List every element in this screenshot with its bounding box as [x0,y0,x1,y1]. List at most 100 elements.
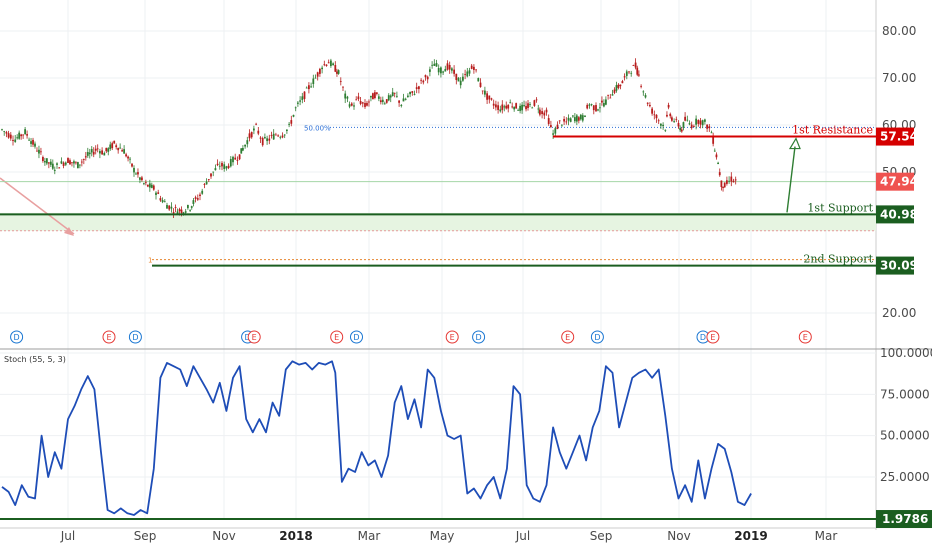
osc-tick-label: 100.0000 [880,346,932,360]
earnings-event-label: E [252,333,257,342]
candle [146,184,149,188]
candle [573,113,576,124]
candle-body [529,104,531,106]
candle [517,108,520,111]
candle [732,178,735,183]
candle [77,161,79,169]
candle [135,172,137,175]
candle [537,104,540,114]
candle-body [595,105,597,112]
candle [78,164,81,169]
candle-body [279,136,282,138]
candle [402,93,405,102]
candle-body [690,124,693,129]
candle [248,129,251,142]
candle [713,148,716,152]
candle-body [381,99,384,103]
candle-body [464,74,466,75]
candle [255,122,257,126]
earnings-event-label: E [106,333,111,342]
candle [20,133,23,140]
candle-body [640,85,642,87]
candle-body [547,118,550,124]
candle-body [115,145,118,148]
candle [150,182,153,189]
candle-body [216,163,219,166]
candle [129,156,131,164]
candle-body [734,179,737,181]
candle [143,182,145,186]
candle-body [353,105,355,107]
candle [565,117,568,125]
candle-body [473,66,475,70]
price-tick-label: 80.00 [882,24,916,38]
candle [308,82,310,94]
candle [527,100,529,111]
candle-body [680,129,683,132]
candle [621,79,624,84]
candle-body [688,123,691,125]
candle-body [127,156,129,159]
candle [355,96,358,101]
candle [579,113,582,121]
earnings-event-label: E [710,333,715,342]
candle-body [310,86,312,88]
candle [640,84,642,89]
candle [718,168,721,177]
candle [161,197,164,204]
candle [196,194,199,201]
candle [115,143,118,150]
candle-body [545,109,548,113]
time-tick-label: Nov [212,529,235,543]
candle-body [299,100,301,102]
candle-body [486,93,488,100]
candle-body [119,147,122,149]
candle [393,92,396,98]
candle [385,99,388,104]
candle [244,144,246,149]
time-tick-label: Mar [815,529,838,543]
candle [30,137,32,147]
candle-body [214,168,217,171]
candle [275,132,277,136]
candle [699,117,702,129]
candle-body [168,205,171,210]
candle [720,180,723,191]
candle-body [163,201,166,203]
candle-body [212,171,215,173]
candle [342,86,344,91]
candle-body [348,104,351,107]
candle-body [601,100,603,103]
candle [272,129,275,140]
candle-body [715,154,718,158]
candle [56,162,58,169]
candle-body [253,128,255,131]
level-tag-1: 57.54 [880,130,918,144]
candle [409,91,411,98]
earnings-event-circle [102,330,116,344]
candle [515,102,518,110]
candle-body [14,139,17,142]
candle [400,104,403,108]
earnings-event-circle [445,330,459,344]
candle-body [561,124,563,126]
candle [675,116,678,123]
candle [497,101,499,114]
candle-body [718,172,721,176]
candle [157,189,160,195]
candle [305,86,308,89]
candle [554,126,557,137]
candle-body [131,163,133,167]
candle-body [56,163,58,165]
candle [119,143,122,149]
candle [664,129,667,133]
level-tag-bg-3 [876,256,914,275]
candle [225,165,228,171]
candle [346,95,349,103]
candle-body [275,134,277,136]
candle [625,69,628,80]
candle [453,65,455,77]
candle [141,175,143,182]
candle [488,95,491,104]
